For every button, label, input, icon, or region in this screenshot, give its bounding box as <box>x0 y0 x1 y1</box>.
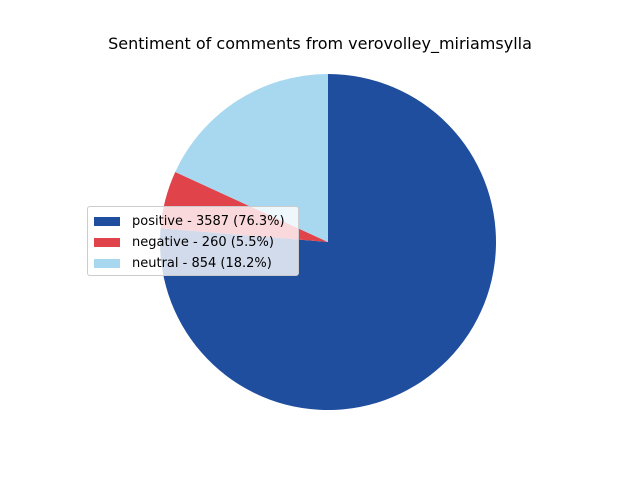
legend-swatch-negative <box>94 238 120 247</box>
legend-label-positive: positive - 3587 (76.3%) <box>132 214 285 229</box>
legend-label-neutral: neutral - 854 (18.2%) <box>132 256 272 271</box>
chart-title: Sentiment of comments from verovolley_mi… <box>108 34 532 53</box>
legend-item-positive: positive - 3587 (76.3%) <box>94 211 292 232</box>
legend-swatch-positive <box>94 217 120 226</box>
legend: positive - 3587 (76.3%) negative - 260 (… <box>87 206 299 276</box>
legend-swatch-neutral <box>94 259 120 268</box>
legend-item-neutral: neutral - 854 (18.2%) <box>94 253 292 274</box>
pie-slice-neutral <box>175 74 328 242</box>
legend-item-negative: negative - 260 (5.5%) <box>94 232 292 253</box>
legend-label-negative: negative - 260 (5.5%) <box>132 235 274 250</box>
